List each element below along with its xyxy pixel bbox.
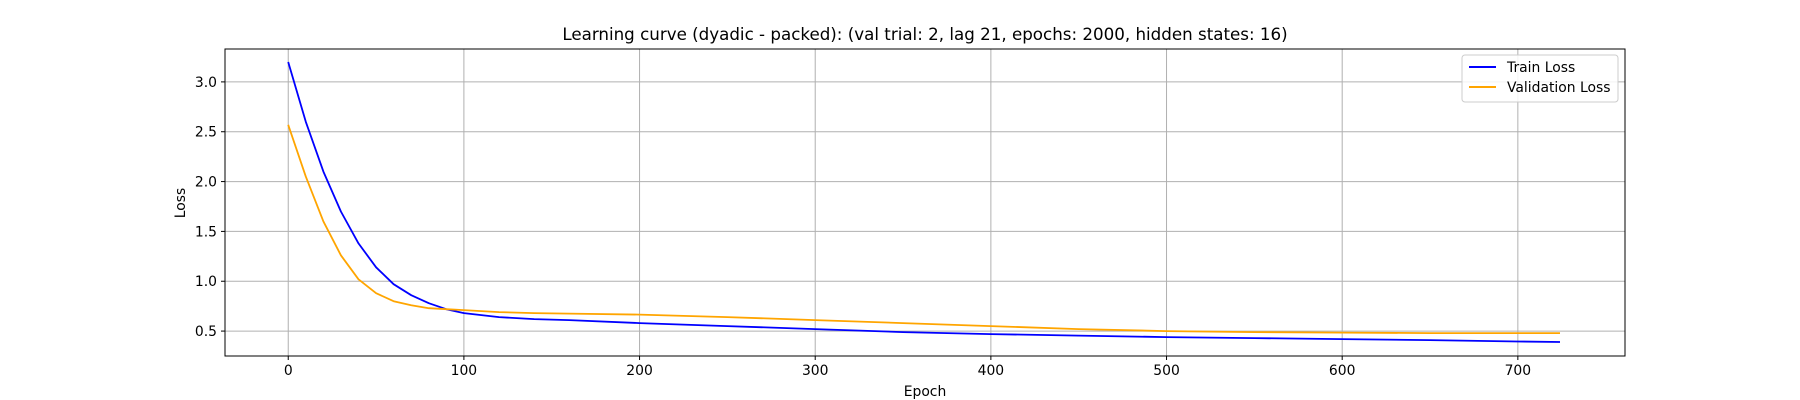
y-tick-label: 2.5 <box>195 125 217 141</box>
y-tick-label: 0.5 <box>195 324 217 340</box>
legend-label-validation-loss: Validation Loss <box>1507 80 1610 96</box>
x-tick-label: 700 <box>1505 363 1532 379</box>
x-axis-label: Epoch <box>904 384 947 400</box>
x-tick-label: 100 <box>451 363 478 379</box>
y-tick-label: 2.0 <box>195 175 217 191</box>
x-tick-label: 400 <box>978 363 1005 379</box>
x-tick-label: 0 <box>284 363 293 379</box>
y-tick-label: 1.5 <box>195 224 217 240</box>
series-line-validation-loss <box>287 124 1560 335</box>
legend-box <box>1461 54 1619 103</box>
x-tick-label: 500 <box>1153 363 1180 379</box>
x-tick-label: 200 <box>626 363 653 379</box>
legend-label-train-loss: Train Loss <box>1506 60 1575 76</box>
y-axis-ticks: 0.5 1.0 1.5 2.0 2.5 3.0 <box>195 75 225 340</box>
y-tick-label: 3.0 <box>195 75 217 91</box>
x-tick-label: 600 <box>1329 363 1356 379</box>
y-axis-label: Loss <box>173 188 189 218</box>
plot-series <box>287 61 1561 343</box>
y-tick-label: 1.0 <box>195 274 217 290</box>
x-tick-label: 300 <box>802 363 829 379</box>
legend: Train Loss Validation Loss <box>1461 54 1619 103</box>
series-line-train-loss <box>287 61 1561 343</box>
grid-lines <box>225 49 1625 356</box>
x-axis-ticks: 0 100 200 300 400 500 600 700 <box>284 356 1531 379</box>
chart-title: Learning curve (dyadic - packed): (val t… <box>562 24 1287 44</box>
plot-area-frame <box>224 48 1626 357</box>
